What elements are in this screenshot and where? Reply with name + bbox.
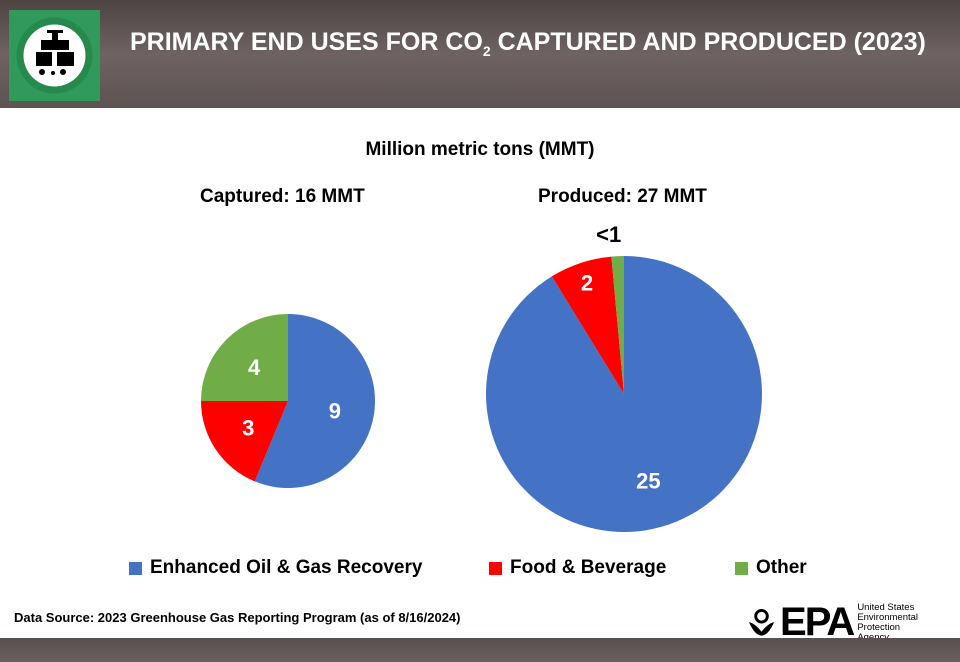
legend-swatch: [489, 561, 502, 575]
data-label: 9: [329, 398, 341, 423]
data-source: Data Source: 2023 Greenhouse Gas Reporti…: [14, 610, 461, 625]
legend-item-other: Other: [735, 557, 807, 579]
pie-slice-0-0: [254, 314, 376, 488]
page-title: PRIMARY END USES FOR CO2 CAPTURED AND PR…: [130, 28, 926, 59]
pie-slice-1-2: [611, 256, 624, 394]
legend-item-eor: Enhanced Oil & Gas Recovery: [129, 557, 422, 579]
pie-slice-0-2: [201, 314, 288, 401]
legend-swatch: [735, 561, 748, 575]
pie-slice-1-1: [551, 256, 624, 394]
data-label: 4: [248, 355, 261, 380]
unit-label: Million metric tons (MMT): [365, 139, 595, 160]
epa-flower-icon: [748, 608, 775, 636]
data-label: 25: [636, 468, 660, 493]
captured-title: Captured: 16 MMT: [200, 186, 365, 207]
footer-bar: [0, 638, 960, 662]
data-label: <1: [596, 222, 621, 247]
epa-logo: EPA United States Environmental Protectio…: [747, 600, 960, 645]
produced-title: Produced: 27 MMT: [538, 186, 707, 207]
co2-injection-icon: [9, 10, 100, 101]
data-label: 3: [242, 416, 254, 441]
legend-swatch: [129, 561, 142, 575]
pie-slice-0-1: [201, 401, 288, 482]
legend-item-food: Food & Beverage: [489, 557, 666, 579]
header-bar: PRIMARY END USES FOR CO2 CAPTURED AND PR…: [0, 0, 960, 108]
data-label: 2: [581, 271, 593, 296]
